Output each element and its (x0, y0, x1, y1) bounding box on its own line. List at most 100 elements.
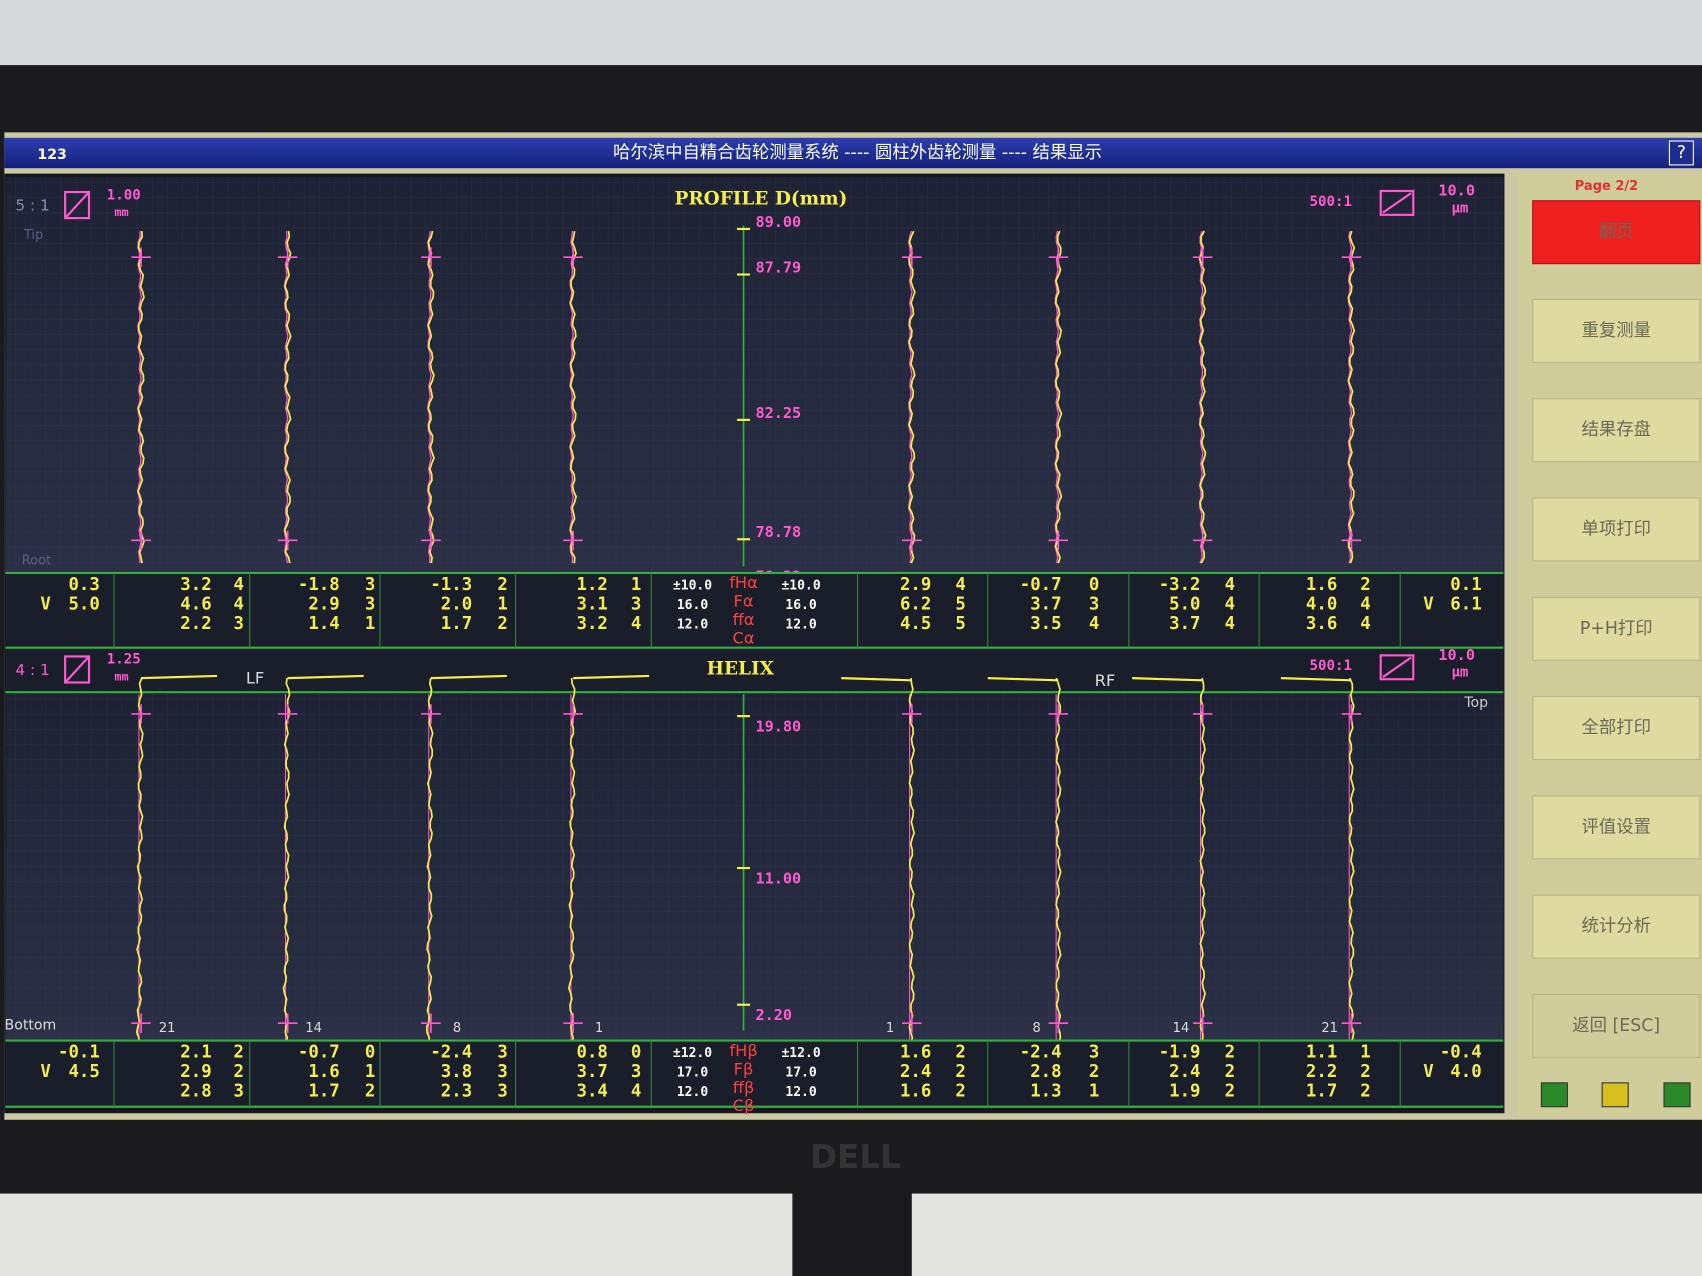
helix-trace (567, 678, 577, 1055)
sidebar-button-label[interactable]: 翻页 (1599, 222, 1634, 242)
quality-class: 0 (631, 1042, 641, 1062)
profile-trace-ref (136, 231, 142, 564)
scale-value-right: 10.0 (1438, 181, 1475, 199)
measured-value: 3.7 (1169, 614, 1200, 634)
quality-class: 2 (1225, 1082, 1235, 1102)
quality-class: 3 (234, 614, 244, 634)
sidebar-button[interactable] (1532, 894, 1701, 959)
sidebar-button-label[interactable]: P+H打印 (1580, 619, 1653, 639)
scale-icon (64, 655, 91, 684)
scale-unit-right: μm (1451, 665, 1468, 681)
scale-ratio: 4 : 1 (16, 661, 50, 679)
axis-label: 78.78 (755, 523, 801, 541)
quality-class: 0 (365, 1042, 375, 1062)
tooth-number: 21 (159, 1021, 176, 1036)
measured-value: 3.1 (576, 594, 607, 614)
measured-value: 3.7 (1030, 594, 1061, 614)
measured-value: 3.4 (576, 1082, 607, 1102)
summary-value: 0.1 (1450, 575, 1481, 595)
toolbar-icon[interactable] (1663, 1082, 1691, 1108)
parameter: fHα (729, 573, 758, 592)
measured-value: 5.0 (1169, 594, 1200, 614)
sidebar-button[interactable] (1532, 298, 1701, 363)
sidebar-button[interactable] (1532, 497, 1701, 562)
profile-trace (283, 231, 292, 564)
measured-value: -1.3 (430, 575, 472, 595)
axis-label: 82.25 (755, 404, 801, 422)
sidebar-button[interactable] (1532, 596, 1701, 661)
quality-class: 3 (365, 575, 375, 595)
quality-class: 4 (1225, 575, 1235, 595)
profile-trace (908, 230, 916, 564)
quality-class: 1 (1089, 1082, 1099, 1102)
quality-class: 3 (1089, 1042, 1099, 1062)
measured-value: 1.9 (1169, 1082, 1200, 1102)
sidebar-button[interactable] (1532, 696, 1701, 761)
measured-value: 2.2 (180, 614, 211, 634)
title-bar (4, 137, 1702, 169)
measured-value: -0.7 (298, 1042, 340, 1062)
help-label[interactable]: ? (1677, 143, 1686, 163)
sidebar-button-label[interactable]: 返回 [ESC] (1572, 1016, 1660, 1036)
helix-trace (425, 678, 434, 1055)
helix-header (5, 648, 1504, 693)
quality-class: 2 (234, 1042, 244, 1062)
summary-value: 4.0 (1450, 1062, 1481, 1082)
quality-class: 2 (1225, 1062, 1235, 1082)
helix-trace (282, 678, 291, 1055)
quality-class: 4 (955, 575, 965, 595)
section-title: HELIX (707, 658, 775, 679)
sidebar-button-label[interactable]: 结果存盘 (1582, 420, 1651, 440)
quality-class: 3 (631, 1062, 641, 1082)
sidebar-button-label[interactable]: 重复测量 (1582, 321, 1651, 341)
scale-icon-diag (64, 655, 90, 684)
sidebar-button[interactable] (1532, 795, 1701, 860)
scale-icon (64, 190, 91, 220)
profile-trace (1054, 230, 1063, 564)
measured-value: -0.7 (1020, 575, 1062, 595)
sidebar-button-label[interactable]: 统计分析 (1582, 917, 1651, 937)
quality-class: 4 (1360, 614, 1370, 634)
sidebar-button-label[interactable]: 评值设置 (1582, 817, 1651, 837)
sidebar-button[interactable] (1532, 993, 1701, 1058)
sidebar-button-label[interactable]: 全部打印 (1582, 718, 1651, 738)
measured-value: 3.5 (1030, 614, 1061, 634)
tolerance: 12.0 (677, 1085, 709, 1100)
quality-class: 5 (955, 594, 965, 614)
helix-trace (908, 678, 915, 1055)
summary-value: 4.5 (68, 1062, 99, 1082)
help-button[interactable] (1668, 140, 1694, 166)
measured-value: 6.2 (900, 594, 931, 614)
scale-value: 1.25 (107, 652, 141, 668)
measured-value: 1.1 (1306, 1042, 1337, 1062)
tooth-number: 21 (1321, 1021, 1338, 1036)
scale-ratio: 5 : 1 (16, 197, 50, 215)
quality-class: 2 (1089, 1062, 1099, 1082)
sidebar-button-label[interactable]: 单项打印 (1582, 519, 1651, 539)
measured-value: 2.8 (1030, 1062, 1061, 1082)
measured-value: 2.4 (1169, 1062, 1200, 1082)
top-label: Tip (23, 228, 43, 243)
helix-top (987, 677, 1059, 682)
quality-class: 3 (365, 594, 375, 614)
sidebar-button[interactable] (1532, 200, 1701, 265)
quality-class: 2 (497, 614, 507, 634)
quality-class: 1 (631, 575, 641, 595)
parameter: Cα (732, 629, 754, 648)
measured-value: 2.1 (180, 1042, 211, 1062)
toolbar-icon[interactable] (1540, 1082, 1568, 1108)
quality-class: 4 (631, 1082, 641, 1102)
parameter: ffβ (733, 1078, 755, 1097)
toolbar-icon[interactable] (1601, 1082, 1629, 1108)
scale-ratio-right: 500:1 (1310, 194, 1352, 210)
helix-trace (1348, 677, 1355, 1055)
quality-class: 4 (234, 594, 244, 614)
parameter: fHβ (729, 1041, 757, 1060)
sidebar-button[interactable] (1532, 398, 1701, 463)
quality-class: 3 (497, 1082, 507, 1102)
measured-value: -2.4 (1020, 1042, 1062, 1062)
